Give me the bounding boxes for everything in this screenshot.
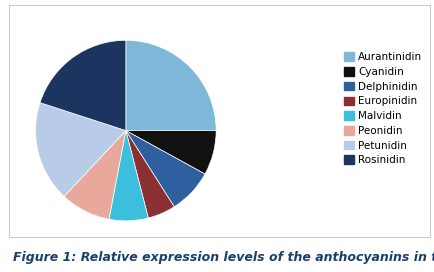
- Legend: Aurantinidin, Cyanidin, Delphinidin, Europinidin, Malvidin, Peonidin, Petunidin,: Aurantinidin, Cyanidin, Delphinidin, Eur…: [342, 50, 424, 167]
- Wedge shape: [126, 131, 174, 218]
- Wedge shape: [36, 103, 126, 196]
- Wedge shape: [126, 131, 216, 174]
- Wedge shape: [40, 40, 126, 131]
- Wedge shape: [109, 131, 148, 221]
- Wedge shape: [126, 131, 205, 207]
- Text: Figure 1: Relative expression levels of the anthocyanins in tangela.: Figure 1: Relative expression levels of …: [13, 251, 434, 264]
- Wedge shape: [126, 40, 216, 131]
- Wedge shape: [64, 131, 126, 219]
